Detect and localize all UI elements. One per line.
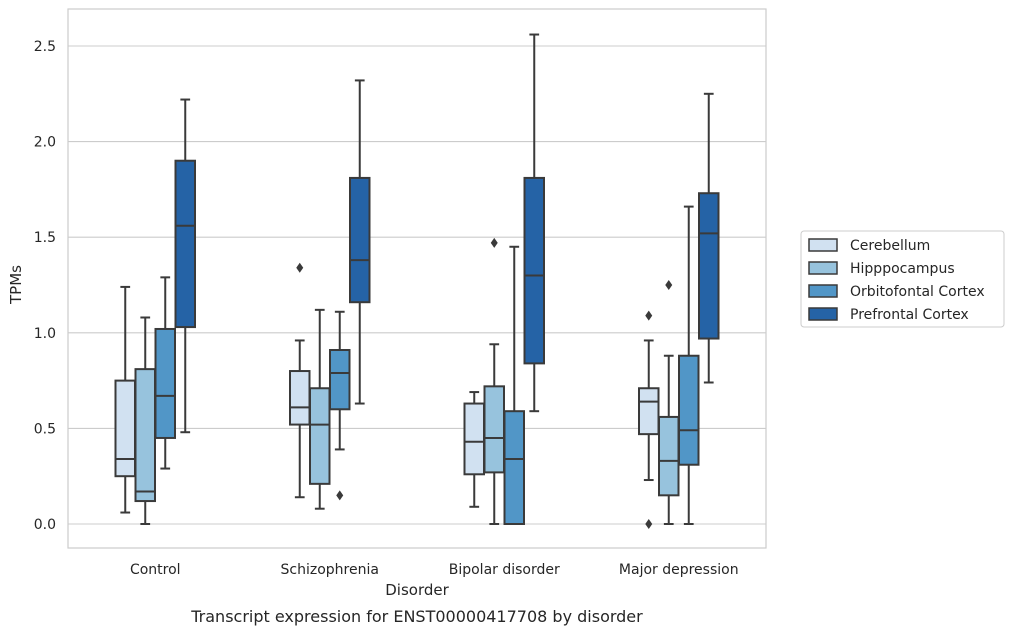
y-tick-label: 0.5	[34, 421, 56, 437]
box-orbitofontal-cortex	[503, 245, 525, 525]
legend-swatch	[808, 284, 838, 298]
y-axis-title: TPMs	[7, 265, 25, 305]
legend-frame	[800, 230, 1005, 328]
y-tick-label: 2.5	[34, 39, 56, 55]
y-tick-label: 2.0	[34, 135, 56, 151]
box-cerebellum	[114, 285, 136, 514]
x-tick-label: Major depression	[619, 562, 739, 578]
x-axis-title: Disorder	[385, 581, 449, 599]
x-tick-labels: Control Schizophrenia Bipolar disorder Majo…	[130, 562, 739, 578]
iqr-box	[698, 192, 720, 340]
figure-caption: Transcript expression for ENST0000041770…	[190, 607, 643, 626]
iqr-box	[503, 410, 525, 525]
iqr-box	[114, 379, 136, 478]
iqr-box	[638, 387, 660, 436]
y-tick-labels: 0.0 0.5 1.0 1.5 2.0 2.5	[34, 39, 56, 533]
iqr-box	[483, 385, 505, 474]
iqr-box	[134, 368, 156, 503]
legend-swatch	[808, 307, 838, 321]
box-cerebellum	[638, 310, 660, 529]
box-hipppocampus	[658, 280, 680, 525]
legend-swatch	[808, 261, 838, 275]
box-hipppocampus	[483, 237, 505, 525]
legend-entry-label: Prefrontal Cortex	[850, 307, 969, 323]
outlier-point	[490, 237, 498, 248]
iqr-box	[329, 349, 351, 411]
box-orbitofontal-cortex	[154, 276, 176, 470]
y-tick-label: 0.0	[34, 517, 56, 533]
iqr-box	[349, 176, 371, 304]
plot-frame	[67, 8, 767, 549]
legend-swatch	[808, 238, 838, 252]
box-prefrontal-cortex	[698, 92, 720, 384]
legend: Cerebellum Hipppocampus Orbitofontal Corte…	[800, 230, 1005, 328]
box-prefrontal-cortex	[523, 33, 545, 413]
x-tick-label: Control	[130, 562, 181, 578]
outlier-point	[645, 519, 653, 529]
x-tick-label: Schizophrenia	[281, 562, 379, 578]
box-cerebellum	[463, 391, 485, 508]
iqr-box	[658, 415, 680, 497]
box-hipppocampus	[134, 316, 156, 525]
box-orbitofontal-cortex	[329, 310, 351, 501]
outlier-point	[336, 490, 344, 501]
y-tick-label: 1.0	[34, 326, 56, 342]
x-tick-label: Bipolar disorder	[449, 562, 560, 578]
iqr-box	[174, 159, 196, 329]
iqr-box	[463, 402, 485, 476]
outlier-point	[665, 280, 673, 290]
y-tick-label: 1.5	[34, 230, 56, 246]
legend-entry-label: Hipppocampus	[850, 261, 955, 277]
box-prefrontal-cortex	[174, 98, 196, 434]
legend-entry-label: Cerebellum	[850, 238, 930, 254]
box-prefrontal-cortex	[349, 79, 371, 405]
iqr-box	[154, 327, 176, 439]
box-hipppocampus	[309, 308, 331, 510]
iqr-box	[523, 176, 545, 365]
box-cerebellum	[289, 262, 311, 499]
outlier-point	[645, 310, 653, 321]
iqr-box	[289, 370, 311, 426]
iqr-box	[309, 387, 331, 485]
outlier-point	[296, 262, 304, 273]
box-orbitofontal-cortex	[678, 205, 700, 525]
box-groups	[114, 33, 720, 529]
iqr-box	[678, 354, 700, 466]
legend-entry-label: Orbitofontal Cortex	[850, 284, 985, 300]
